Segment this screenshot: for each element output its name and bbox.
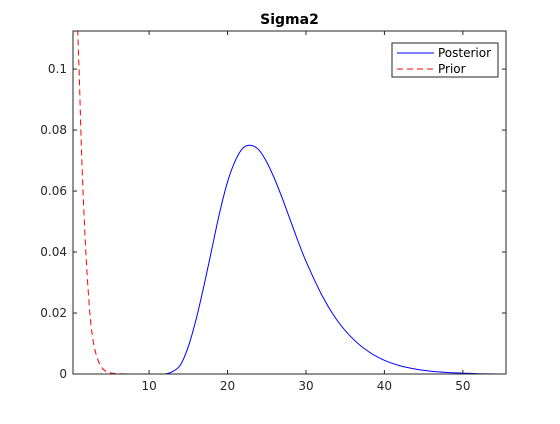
plot-box <box>72 30 507 375</box>
legend-label-posterior: Posterior <box>438 46 491 60</box>
y-tick-label: 0.1 <box>48 62 67 76</box>
y-tick-label: 0.08 <box>40 123 67 137</box>
x-tick-label: 50 <box>455 379 470 393</box>
y-tick-label: 0.02 <box>40 306 67 320</box>
chart-title: Sigma2 <box>260 12 319 28</box>
x-tick-label: 30 <box>298 379 313 393</box>
x-tick-label: 40 <box>377 379 392 393</box>
series-line-posterior <box>149 144 503 374</box>
y-tick-label: 0 <box>59 367 67 381</box>
series-line-prior <box>77 31 503 374</box>
legend: Posterior Prior <box>391 42 499 78</box>
axes-layer: 10 20 30 40 50 0 0.02 0.04 0.06 0.08 0.1 <box>40 30 507 393</box>
legend-label-prior: Prior <box>438 62 466 76</box>
x-tick-label: 20 <box>220 379 235 393</box>
y-tick-label: 0.06 <box>40 184 67 198</box>
y-tick-label: 0.04 <box>40 245 67 259</box>
x-tick-label: 10 <box>141 379 156 393</box>
series-layer <box>77 31 503 374</box>
legend-box <box>391 42 499 78</box>
